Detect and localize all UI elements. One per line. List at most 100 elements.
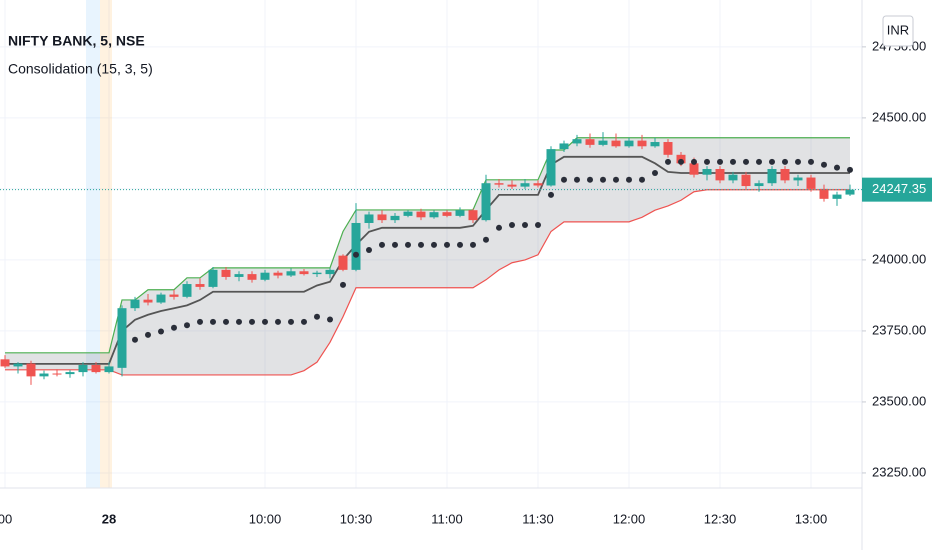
dot [249, 318, 255, 325]
candle-body [65, 372, 75, 375]
candle-body [364, 214, 374, 223]
dot [184, 322, 190, 329]
x-tick-label: 28 [102, 511, 116, 526]
candle-body [481, 183, 491, 221]
candle-body [780, 169, 790, 181]
candle-body [0, 359, 10, 367]
dot [470, 241, 476, 248]
candle-body [351, 222, 361, 270]
candle-body [468, 210, 478, 221]
candle-body [26, 363, 36, 377]
dot [327, 316, 333, 323]
candle-body [611, 140, 621, 147]
candle-body [117, 308, 127, 368]
dot [587, 176, 593, 183]
dot [340, 281, 346, 288]
candle-body [429, 212, 439, 218]
dot [197, 318, 203, 325]
dot [821, 161, 827, 168]
dot [548, 191, 554, 198]
dot [392, 241, 398, 248]
candle-body [455, 210, 465, 216]
dot [366, 246, 372, 253]
candle-body [624, 140, 634, 147]
x-tick-label: 00 [0, 511, 12, 526]
dot [314, 313, 320, 320]
candle-body [156, 294, 166, 303]
candle-body [793, 177, 803, 181]
candle-body [208, 269, 218, 287]
candle-body [442, 212, 452, 216]
candle-body [689, 163, 699, 175]
dot [704, 158, 710, 165]
dot [782, 158, 788, 165]
candle-body [169, 294, 179, 297]
dot [600, 176, 606, 183]
dot [262, 318, 268, 325]
chart-title: NIFTY BANK, 5, NSE [8, 33, 145, 49]
candle-body [494, 183, 504, 185]
dot [353, 251, 359, 258]
dot [210, 318, 216, 325]
candle-body [390, 215, 400, 221]
candle-body [598, 140, 608, 145]
y-tick-label: 23250.00 [872, 464, 926, 479]
axes: 23250.0023500.0023750.0024000.0024250.00… [0, 38, 932, 526]
dot [509, 221, 515, 228]
candle-body [195, 284, 205, 287]
dot [834, 164, 840, 171]
candle-body [338, 255, 348, 270]
dot [743, 158, 749, 165]
dot [444, 241, 450, 248]
x-tick-label: 11:30 [522, 511, 554, 526]
candle-body [416, 211, 426, 218]
band-fill [5, 137, 850, 375]
candle-body [741, 174, 751, 187]
dot [522, 221, 528, 228]
candle-body [546, 149, 556, 186]
dot [678, 158, 684, 165]
candle-body [702, 169, 712, 175]
dot [769, 158, 775, 165]
dot [808, 158, 814, 165]
candle-body [533, 183, 543, 186]
dot [288, 318, 294, 325]
candle-body [104, 366, 114, 373]
band-line [5, 137, 850, 354]
y-tick-label: 23750.00 [872, 322, 926, 337]
dot [431, 241, 437, 248]
candle-body [845, 189, 855, 195]
currency-button[interactable] [882, 15, 914, 47]
dot [730, 158, 736, 165]
candle-body [650, 142, 660, 147]
candle-body [637, 140, 647, 147]
candle-body [585, 139, 595, 145]
candle-body [273, 272, 283, 276]
candle-body [559, 143, 569, 150]
dot [626, 176, 632, 183]
candle-body [819, 188, 829, 199]
candle-body [221, 269, 231, 277]
candle-body [728, 174, 738, 181]
candle-body [507, 184, 517, 187]
band-line [5, 189, 850, 376]
candle-body [52, 373, 62, 375]
candle-body [403, 211, 413, 216]
indicator-label: Consolidation (15, 3, 5) [8, 61, 153, 77]
dot [405, 241, 411, 248]
candle-body [832, 194, 842, 199]
candle-body [182, 284, 192, 297]
x-tick-label: 12:00 [613, 511, 646, 526]
candle-body [39, 373, 49, 377]
dot [665, 158, 671, 165]
dot [717, 158, 723, 165]
dot [652, 169, 658, 176]
candle-body [520, 183, 530, 187]
candle-body [286, 271, 296, 276]
currency-label[interactable]: INR [887, 22, 909, 37]
dot [379, 241, 385, 248]
x-tick-label: 12:30 [704, 511, 737, 526]
dot [639, 176, 645, 183]
